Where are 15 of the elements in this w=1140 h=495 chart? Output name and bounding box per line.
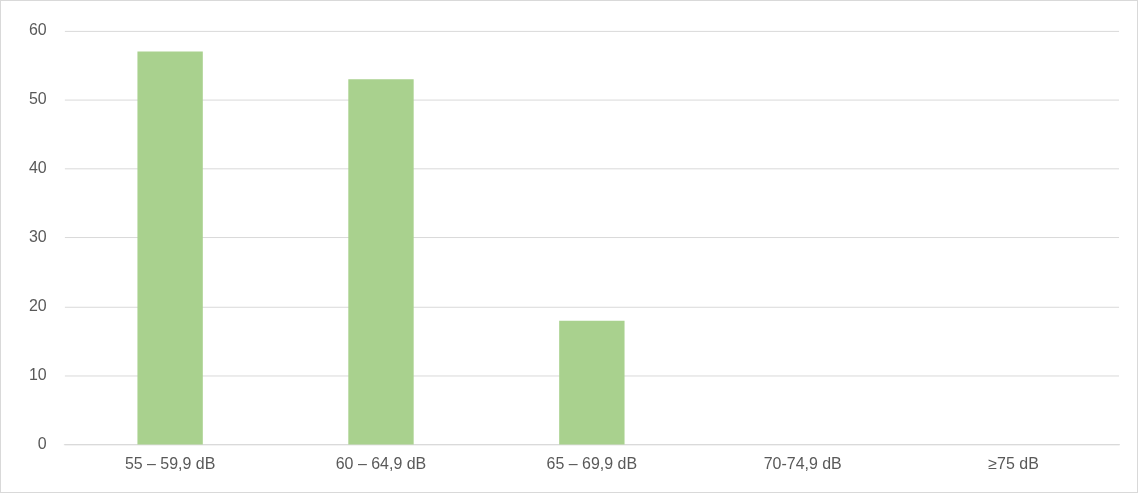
x-tick-label: 60 – 64,9 dB [335,454,427,472]
x-tick-label: 70-74,9 dB [763,454,842,472]
y-tick-label: 40 [28,159,47,177]
y-tick-label: 30 [28,228,47,246]
x-tick-label: 55 – 59,9 dB [124,454,216,472]
x-tick-label: 65 – 69,9 dB [546,454,638,472]
y-tick-label: 0 [37,435,47,453]
bar [137,51,203,445]
x-tick-label: ≥75 dB [988,454,1039,472]
bar [348,79,414,445]
bar [559,320,625,445]
y-tick-label: 20 [28,297,47,315]
y-tick-label: 10 [28,366,47,384]
y-tick-label: 50 [28,90,47,108]
y-tick-label: 60 [28,21,47,39]
